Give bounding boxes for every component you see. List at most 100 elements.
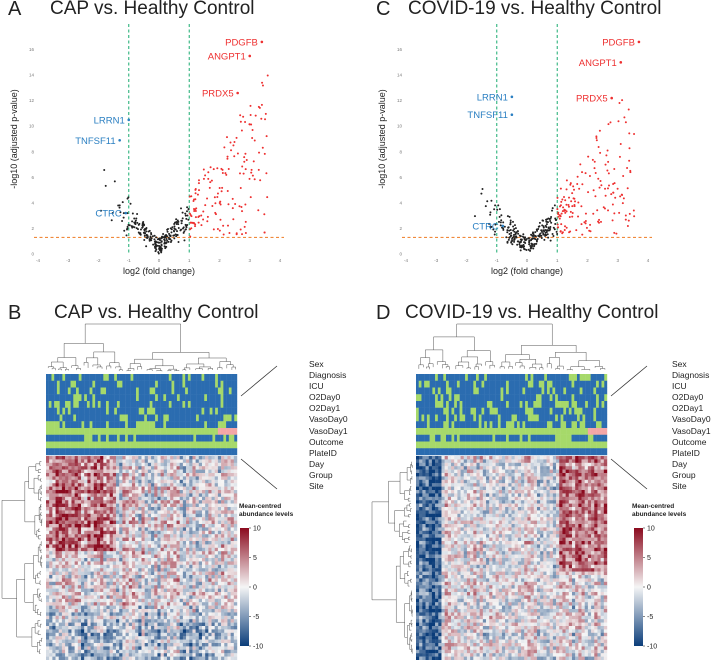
data-point xyxy=(621,202,624,205)
heatmap-cell xyxy=(46,490,50,494)
heatmap-cell xyxy=(198,581,203,586)
heatmap-cell xyxy=(208,602,212,606)
heatmap-cell xyxy=(141,493,145,497)
heatmap-cell xyxy=(138,564,142,569)
heatmap-cell xyxy=(166,575,171,579)
heatmap-cell xyxy=(230,609,235,613)
data-point xyxy=(156,238,159,241)
annotation-cell xyxy=(217,407,221,415)
heatmap-cell xyxy=(128,493,133,497)
data-point xyxy=(567,204,570,207)
heatmap-cell xyxy=(81,575,85,579)
heatmap-cell xyxy=(211,462,215,467)
heatmap-cell xyxy=(116,564,120,569)
panel-c-title: COVID-19 vs. Healthy Control xyxy=(408,0,662,19)
heatmap-cell xyxy=(138,503,142,508)
heatmap-cell xyxy=(49,530,53,535)
heatmap-cell xyxy=(176,588,180,593)
heatmap-cell xyxy=(112,581,117,586)
heatmap-cell xyxy=(109,486,114,491)
heatmap-cell xyxy=(100,558,104,562)
heatmap-cell xyxy=(100,483,104,487)
heatmap-cell xyxy=(103,476,107,480)
heatmap-cell xyxy=(119,598,123,603)
heatmap-cell xyxy=(74,479,79,484)
heatmap-cell xyxy=(52,466,56,470)
heatmap-cell xyxy=(122,490,126,494)
data-point xyxy=(624,218,627,221)
y-tick-label: 0 xyxy=(399,252,402,257)
y-tick-label: 0 xyxy=(31,252,34,257)
heatmap-cell xyxy=(214,503,219,508)
heatmap-cell xyxy=(49,503,53,508)
heatmap-cell xyxy=(87,466,91,470)
heatmap-cell xyxy=(201,585,206,589)
heatmap-cell xyxy=(214,469,219,474)
heatmap-cell xyxy=(96,615,101,620)
heatmap-cell xyxy=(144,544,149,548)
heatmap-cell xyxy=(179,493,184,497)
annotation-cell xyxy=(141,401,145,408)
heatmap-cell xyxy=(192,524,196,528)
heatmap-cell xyxy=(84,479,88,484)
heatmap-cell xyxy=(65,524,69,528)
heatmap-cell xyxy=(211,609,215,613)
heatmap-cell xyxy=(163,554,168,559)
heatmap-cell xyxy=(125,568,129,572)
annotation-cell xyxy=(182,428,186,435)
heatmap-cell xyxy=(77,609,82,613)
heatmap-cell xyxy=(151,592,155,596)
dendrogram-branch xyxy=(183,367,191,370)
heatmap-cell xyxy=(160,558,164,562)
heatmap-cell xyxy=(116,527,120,531)
dendrogram-branch xyxy=(28,466,36,489)
heatmap-cell xyxy=(147,530,152,535)
heatmap-cell xyxy=(90,517,94,521)
heatmap-cell xyxy=(160,564,164,569)
heatmap-cell xyxy=(61,473,66,477)
heatmap-cell xyxy=(157,490,161,494)
annotation-cell xyxy=(89,407,93,415)
heatmap-cell xyxy=(131,629,136,633)
heatmap-cell xyxy=(106,571,110,576)
annotation-cell xyxy=(179,448,183,456)
heatmap-cell xyxy=(58,530,63,535)
heatmap-cell xyxy=(125,490,129,494)
heatmap-cell xyxy=(100,619,104,623)
data-point xyxy=(235,232,238,235)
heatmap-cell xyxy=(211,592,215,596)
heatmap-cell xyxy=(77,602,82,606)
annotation-cell xyxy=(201,380,205,388)
data-point xyxy=(562,206,565,209)
heatmap-cell xyxy=(122,605,126,610)
annotation-cell xyxy=(212,394,216,402)
data-point xyxy=(263,213,266,216)
heatmap-cell xyxy=(93,632,98,637)
dendrogram-branch xyxy=(37,572,40,579)
heatmap-cell xyxy=(119,558,123,562)
data-point xyxy=(568,196,571,199)
annotation-cell xyxy=(223,448,227,456)
annotation-cell xyxy=(116,407,120,415)
heatmap-cell xyxy=(135,500,139,504)
heatmap-cell xyxy=(128,544,133,548)
data-point xyxy=(239,120,242,123)
heatmap-cell xyxy=(122,537,126,542)
heatmap-cell xyxy=(195,622,199,627)
heatmap-cell xyxy=(233,568,238,572)
heatmap-cell xyxy=(103,629,107,633)
data-point xyxy=(535,228,538,231)
heatmap-cell xyxy=(55,496,59,501)
heatmap-cell xyxy=(201,503,206,508)
data-point xyxy=(141,224,144,227)
heatmap-cell xyxy=(52,473,56,477)
heatmap-cell xyxy=(208,524,212,528)
heatmap-cell xyxy=(116,517,120,521)
dendrogram-branch xyxy=(39,513,42,523)
data-point xyxy=(587,155,590,158)
annotation-cell xyxy=(62,428,66,435)
heatmap-cell xyxy=(186,581,190,586)
data-point xyxy=(249,196,252,199)
heatmap-cell xyxy=(84,534,88,538)
annotation-cell xyxy=(146,387,150,395)
